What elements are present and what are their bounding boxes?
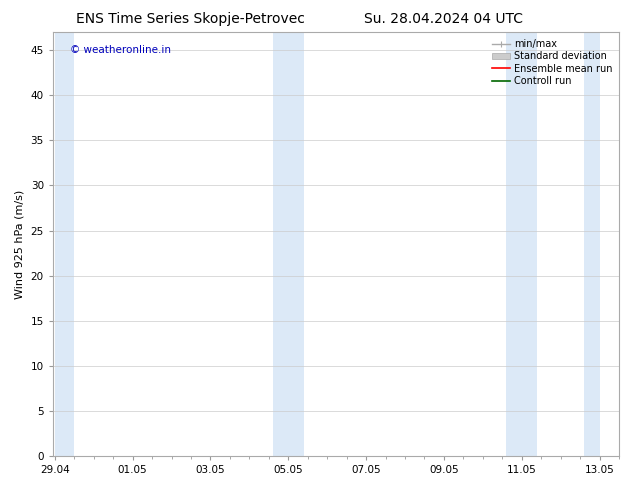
Text: Su. 28.04.2024 04 UTC: Su. 28.04.2024 04 UTC [365,12,523,26]
Bar [55,32,74,456]
Text: © weatheronline.in: © weatheronline.in [70,45,171,55]
Bar [273,32,304,456]
Bar [584,32,600,456]
Y-axis label: Wind 925 hPa (m/s): Wind 925 hPa (m/s) [15,190,25,299]
Bar [506,32,537,456]
Legend: min/max, Standard deviation, Ensemble mean run, Controll run: min/max, Standard deviation, Ensemble me… [490,37,614,88]
Text: ENS Time Series Skopje-Petrovec: ENS Time Series Skopje-Petrovec [75,12,305,26]
